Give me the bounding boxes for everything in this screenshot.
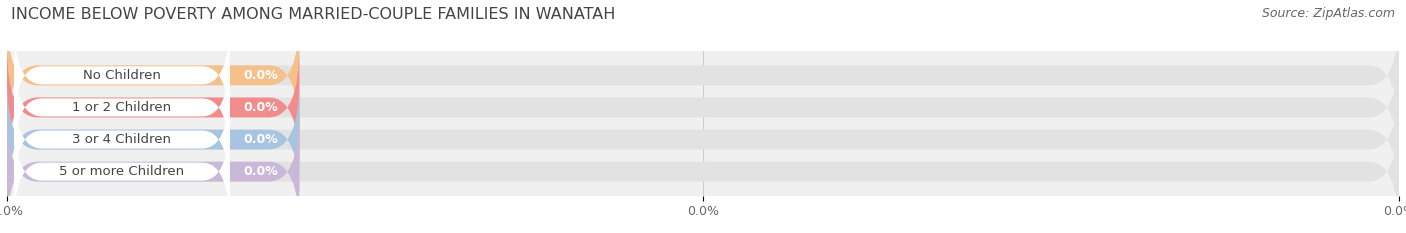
Text: 0.0%: 0.0% xyxy=(243,101,278,114)
Text: 0.0%: 0.0% xyxy=(243,165,278,178)
FancyBboxPatch shape xyxy=(7,47,299,168)
FancyBboxPatch shape xyxy=(7,111,299,232)
FancyBboxPatch shape xyxy=(7,47,1399,168)
FancyBboxPatch shape xyxy=(7,79,1399,200)
Text: 1 or 2 Children: 1 or 2 Children xyxy=(72,101,172,114)
FancyBboxPatch shape xyxy=(14,116,229,227)
FancyBboxPatch shape xyxy=(14,84,229,195)
Text: 0.0%: 0.0% xyxy=(243,69,278,82)
FancyBboxPatch shape xyxy=(7,111,1399,232)
FancyBboxPatch shape xyxy=(14,20,229,130)
FancyBboxPatch shape xyxy=(14,52,229,163)
Text: No Children: No Children xyxy=(83,69,160,82)
Text: Source: ZipAtlas.com: Source: ZipAtlas.com xyxy=(1261,7,1395,20)
Text: 5 or more Children: 5 or more Children xyxy=(59,165,184,178)
Text: 0.0%: 0.0% xyxy=(243,133,278,146)
Text: 3 or 4 Children: 3 or 4 Children xyxy=(72,133,172,146)
FancyBboxPatch shape xyxy=(7,15,1399,136)
Text: INCOME BELOW POVERTY AMONG MARRIED-COUPLE FAMILIES IN WANATAH: INCOME BELOW POVERTY AMONG MARRIED-COUPL… xyxy=(11,7,616,22)
FancyBboxPatch shape xyxy=(7,79,299,200)
FancyBboxPatch shape xyxy=(7,15,299,136)
